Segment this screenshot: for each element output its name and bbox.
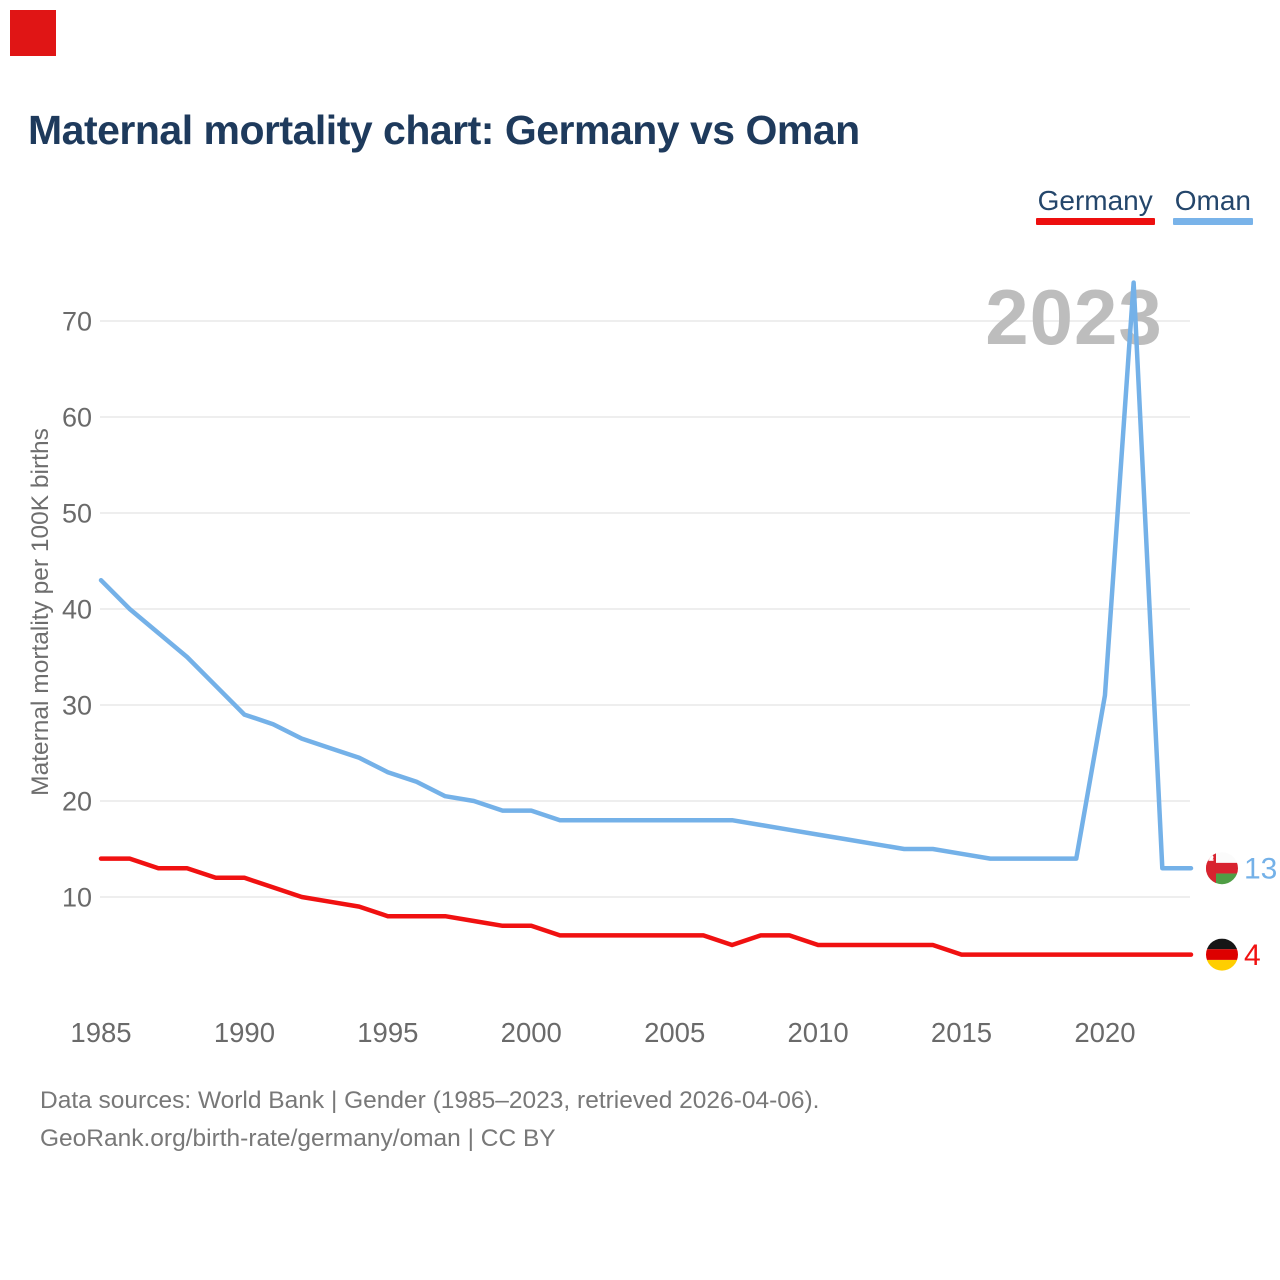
series-line-germany	[98, 856, 1194, 957]
y-tick-40: 40	[62, 595, 92, 625]
x-tick-2020: 2020	[1074, 1017, 1135, 1048]
flag-oman-icon	[1205, 852, 1238, 885]
x-tick-1990: 1990	[214, 1017, 275, 1048]
y-tick-60: 60	[62, 403, 92, 433]
y-axis-tick-labels: 10 20 30 40 50 60 70	[62, 307, 92, 913]
chart-legend: Germany Oman	[1035, 185, 1253, 225]
source-line-2: GeoRank.org/birth-rate/germany/oman | CC…	[40, 1125, 556, 1152]
x-tick-2015: 2015	[931, 1017, 992, 1048]
y-tick-50: 50	[62, 499, 92, 529]
y-tick-70: 70	[62, 307, 92, 337]
legend-label-oman: Oman	[1174, 185, 1251, 216]
end-value-germany: 4	[1244, 939, 1261, 972]
series-line-oman	[98, 280, 1194, 871]
legend-label-germany: Germany	[1037, 185, 1153, 216]
x-tick-1985: 1985	[70, 1017, 131, 1048]
x-tick-2005: 2005	[644, 1017, 705, 1048]
x-tick-2010: 2010	[788, 1017, 849, 1048]
legend-item-oman[interactable]: Oman	[1172, 185, 1253, 225]
end-labels-group: 13 4	[1205, 852, 1277, 972]
page-title: Maternal mortality chart: Germany vs Oma…	[28, 107, 860, 153]
red-marker-square	[10, 10, 56, 56]
flag-germany-icon	[1205, 938, 1238, 971]
legend-item-germany[interactable]: Germany	[1035, 185, 1155, 225]
x-tick-2000: 2000	[501, 1017, 562, 1048]
source-attribution: Data sources: World Bank | Gender (1985–…	[40, 1082, 819, 1158]
legend-underline-oman	[1172, 218, 1253, 225]
gridlines-group	[100, 320, 1190, 898]
series-group	[98, 280, 1194, 957]
end-value-oman: 13	[1244, 853, 1277, 886]
source-line-1: Data sources: World Bank | Gender (1985–…	[40, 1087, 820, 1114]
x-tick-1995: 1995	[357, 1017, 418, 1048]
y-tick-10: 10	[62, 883, 92, 913]
legend-underline-germany	[1035, 218, 1155, 225]
x-axis-tick-labels: 1985 1990 1995 2000 2005 2010 2015 2020	[70, 1017, 1135, 1048]
y-tick-30: 30	[62, 691, 92, 721]
y-axis-title: Maternal mortality per 100K births	[27, 428, 54, 796]
y-tick-20: 20	[62, 787, 92, 817]
